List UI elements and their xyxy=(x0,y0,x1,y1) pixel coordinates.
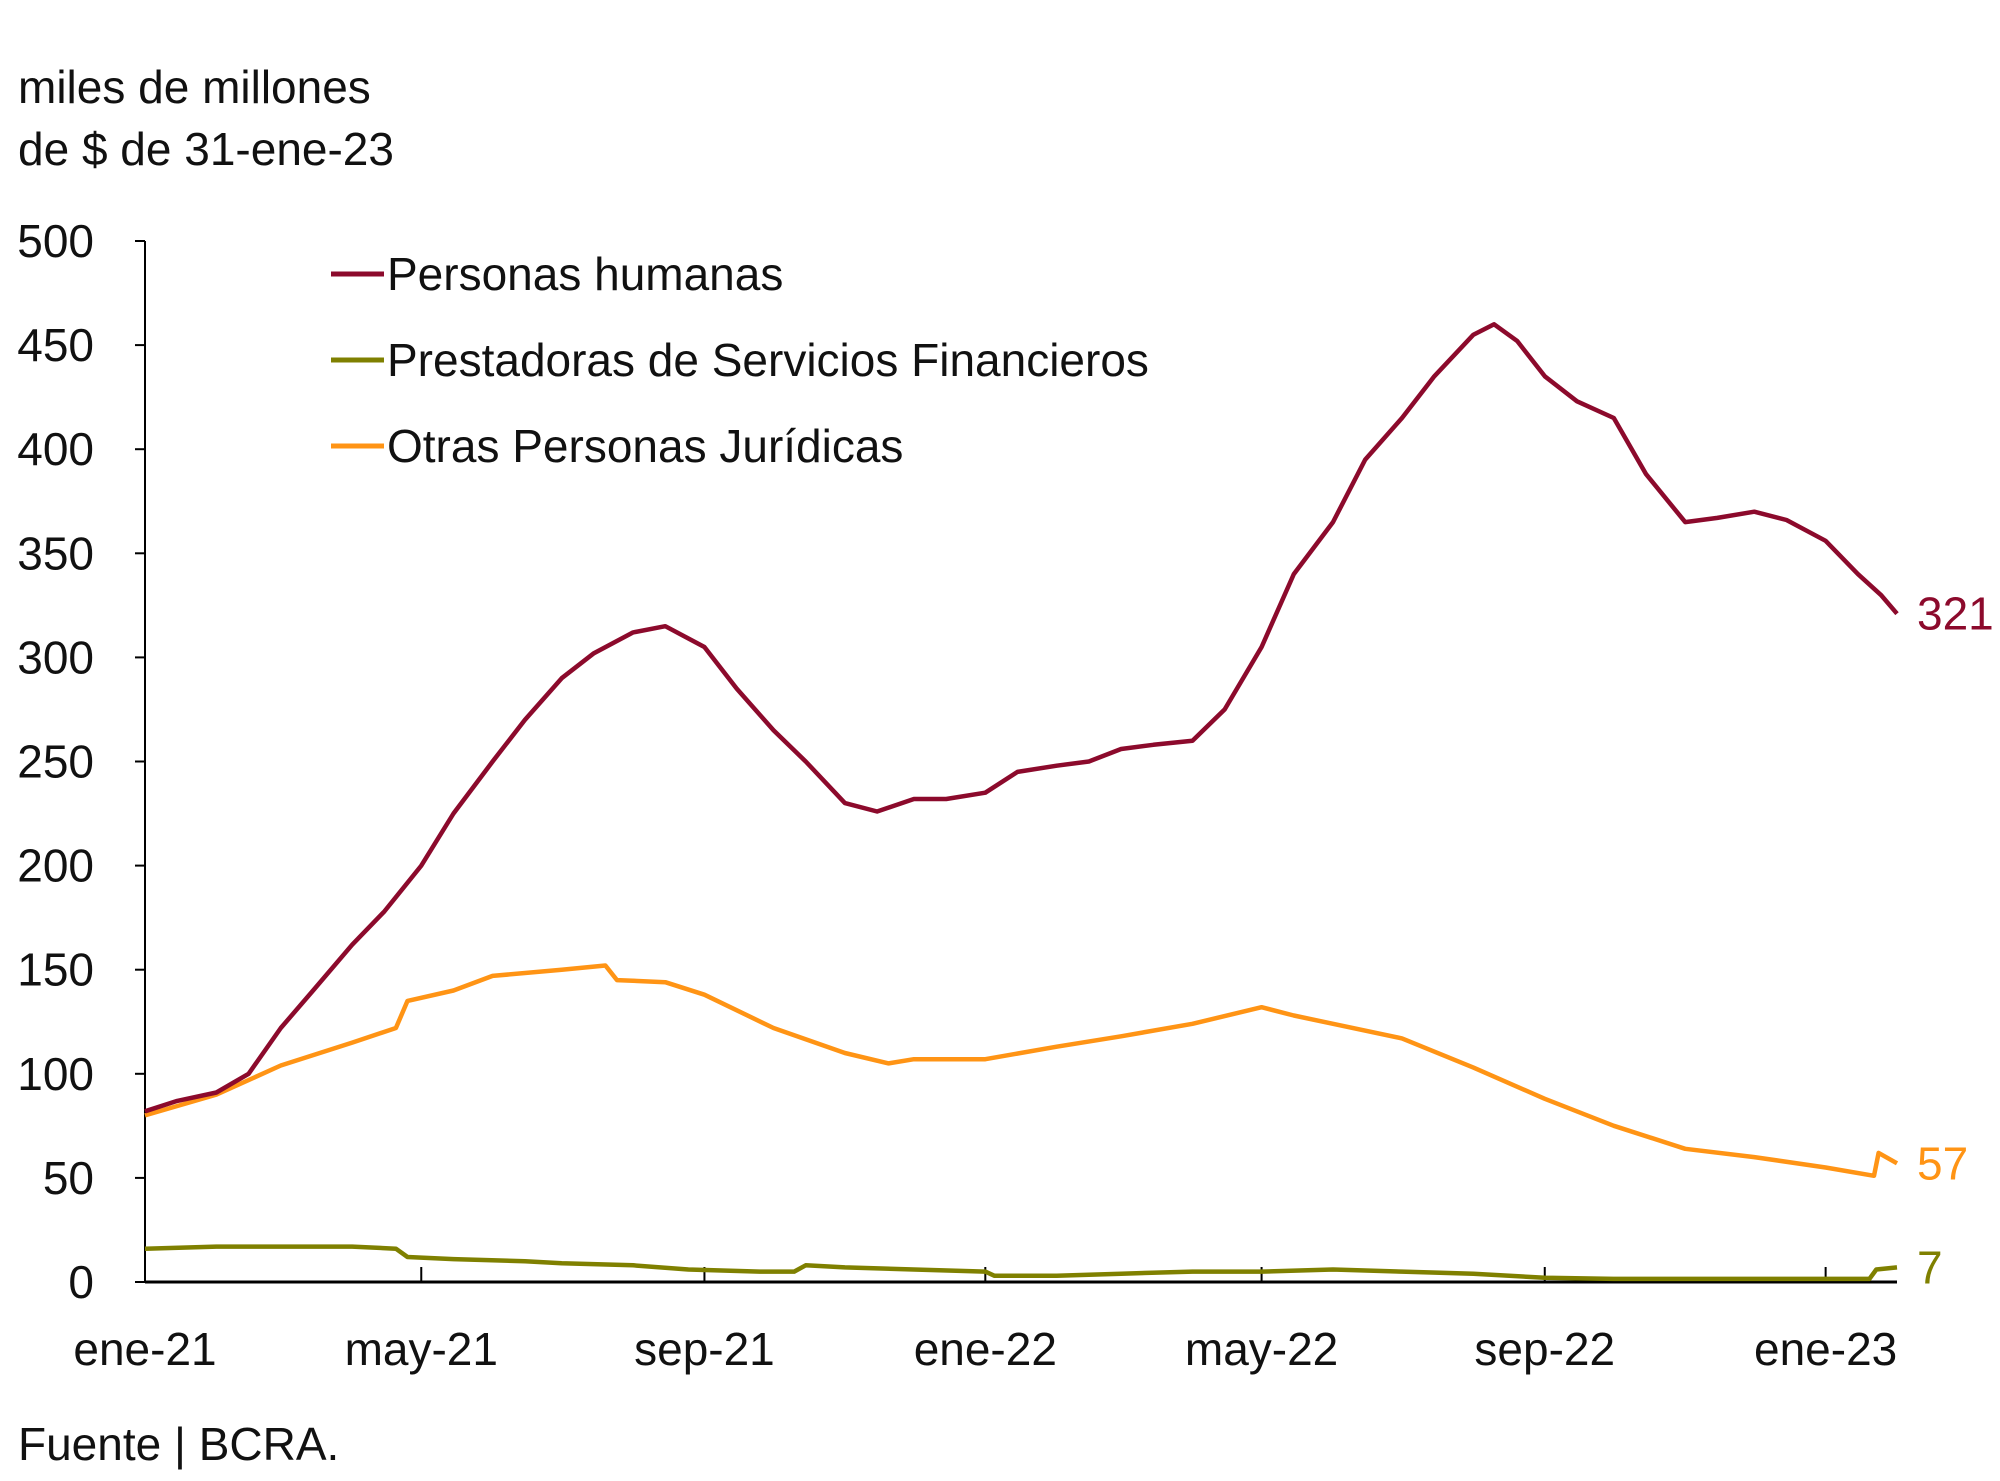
y-tick-label: 100 xyxy=(17,1048,94,1100)
y-tick-label: 150 xyxy=(17,944,94,996)
x-tick-label: ene-21 xyxy=(73,1323,216,1375)
y-tick-label: 350 xyxy=(17,527,94,579)
y-tick-label: 300 xyxy=(17,631,94,683)
y-tick-label: 450 xyxy=(17,319,94,371)
series-lines xyxy=(144,322,1899,1282)
end-label-0: 321 xyxy=(1917,588,1994,640)
x-tick-label: sep-22 xyxy=(1474,1323,1615,1375)
series-line-1 xyxy=(144,1244,1898,1282)
x-tick-label: ene-23 xyxy=(1754,1323,1897,1375)
x-tick-label: may-22 xyxy=(1185,1323,1338,1375)
end-label-2: 57 xyxy=(1917,1137,1968,1189)
axes: 0 50 100 150 200 250 300 350 400 450 500 ene-21 may-… xyxy=(17,215,1897,1375)
y-tick-label: 250 xyxy=(17,736,94,788)
y-axis-label-line-1: miles de millones xyxy=(18,61,371,113)
series-line-0 xyxy=(144,322,1899,1114)
end-label-1: 7 xyxy=(1917,1241,1943,1293)
y-tick-label: 200 xyxy=(17,840,94,892)
y-tick-label: 50 xyxy=(43,1152,94,1204)
y-tick-label: 500 xyxy=(17,215,94,267)
legend-label-0: Personas humanas xyxy=(387,248,783,300)
x-tick-label: sep-21 xyxy=(634,1323,775,1375)
legend-label-2: Otras Personas Jurídicas xyxy=(387,420,903,472)
y-tick-label: 0 xyxy=(68,1256,94,1308)
x-tick-label: ene-22 xyxy=(914,1323,1057,1375)
series-line-2 xyxy=(144,963,1899,1179)
legend-label-1: Prestadoras de Servicios Financieros xyxy=(387,334,1149,386)
y-axis-label-line-2: de $ de 31-ene-23 xyxy=(18,123,394,175)
y-tick-label: 400 xyxy=(17,423,94,475)
x-tick-label: may-21 xyxy=(345,1323,498,1375)
end-labels: 321 7 57 xyxy=(1917,588,1994,1294)
source-note: Fuente | BCRA. xyxy=(18,1418,339,1470)
legend: Personas humanas Prestadoras de Servicios… xyxy=(331,248,1149,472)
